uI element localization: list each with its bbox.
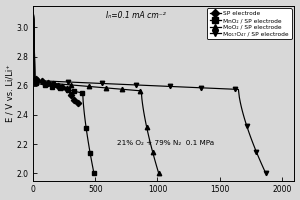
Text: Iₙ=0.1 mA cm⁻²: Iₙ=0.1 mA cm⁻² bbox=[106, 11, 166, 20]
Text: 21% O₂ + 79% N₂  0.1 MPa: 21% O₂ + 79% N₂ 0.1 MPa bbox=[117, 140, 214, 146]
Legend: SP electrode, MnO₂ / SP electrode, MoO₂ / SP electrode, Mo₁₇O₄₇ / SP electrode: SP electrode, MnO₂ / SP electrode, MoO₂ … bbox=[207, 8, 292, 39]
Y-axis label: E / V vs. Li/Li⁺: E / V vs. Li/Li⁺ bbox=[6, 64, 15, 122]
